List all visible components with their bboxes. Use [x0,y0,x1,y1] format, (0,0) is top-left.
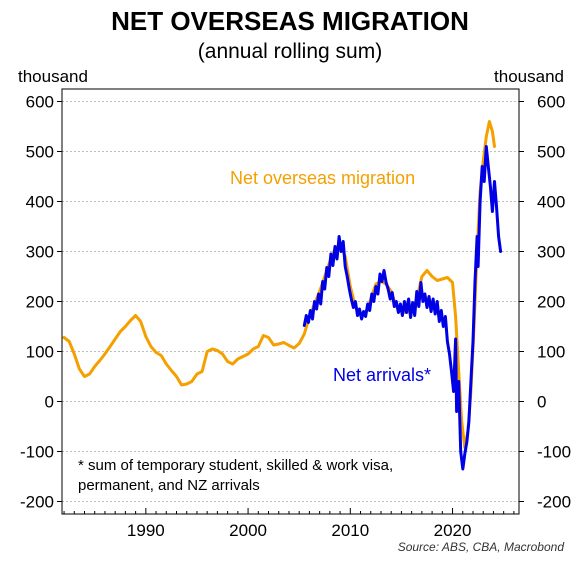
y-tick-label-left: -100 [20,443,54,462]
grid-layer [62,101,519,502]
y-tick-label-left: 0 [45,393,54,412]
x-tick-label: 1990 [127,521,165,540]
x-tick-label: 2020 [434,521,472,540]
y-tick-label-right: 300 [537,243,565,262]
y-tick-label-right: -100 [537,443,571,462]
y-tick-label-right: 0 [537,393,546,412]
y-axis-left: -200 -100 0 100 200 300 400 500 600 [20,93,62,512]
y-axis-right: -200 -100 0 100 200 300 400 500 600 [519,93,571,512]
chart-title: NET OVERSEAS MIGRATION [111,6,469,36]
footnote-line-1: * sum of temporary student, skilled & wo… [78,457,393,474]
y-tick-label-right: 100 [537,343,565,362]
y-tick-label-right: 200 [537,293,565,312]
x-tick-label: 2010 [331,521,369,540]
y-tick-label-left: 200 [26,293,54,312]
y-tick-label-left: -200 [20,493,54,512]
y-tick-label-left: 500 [26,143,54,162]
series-line-net-overseas-migration [62,120,496,449]
footnote-line-2: permanent, and NZ arrivals [78,477,260,494]
y-tick-label-left: 300 [26,243,54,262]
y-tick-label-right: 500 [537,143,565,162]
y-tick-label-left: 100 [26,343,54,362]
chart-subtitle: (annual rolling sum) [198,40,382,63]
y-axis-unit-left: thousand [18,67,88,86]
label-net-overseas-migration: Net overseas migration [230,168,415,188]
x-axis: 1990 2000 2010 2020 [63,508,515,540]
y-tick-label-right: -200 [537,493,571,512]
y-tick-label-left: 400 [26,193,54,212]
source-note: Source: ABS, CBA, Macrobond [398,540,565,554]
series-line-net-arrivals [302,145,503,471]
y-axis-unit-right: thousand [494,67,564,86]
y-tick-label-right: 600 [537,93,565,112]
x-tick-label: 2000 [229,521,267,540]
label-net-arrivals: Net arrivals* [333,365,431,385]
y-tick-label-left: 600 [26,93,54,112]
series-layer [62,120,503,471]
y-tick-label-right: 400 [537,193,565,212]
